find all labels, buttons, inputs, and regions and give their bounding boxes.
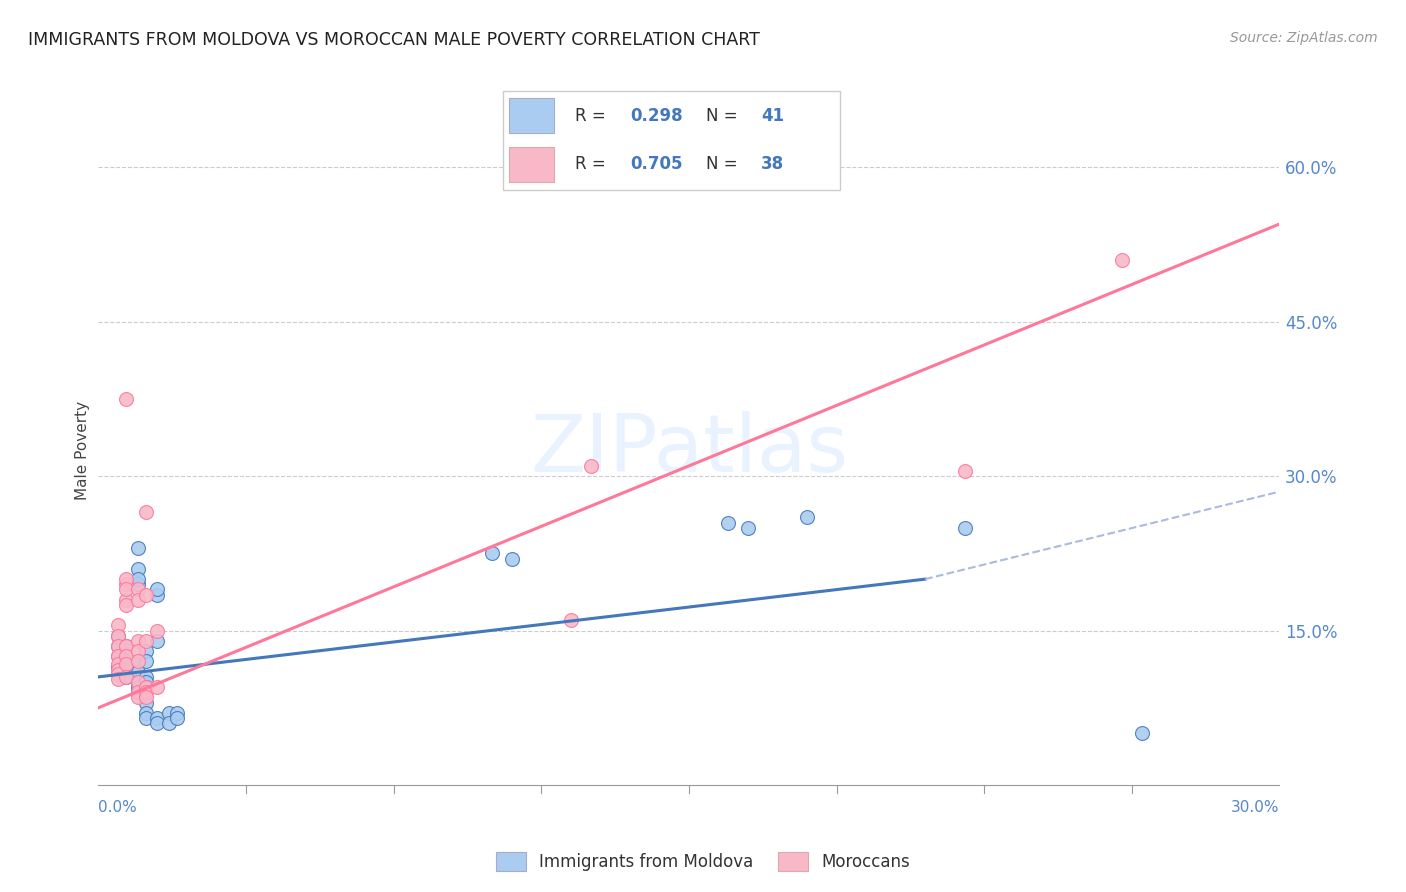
Point: [107, 639, 129, 653]
Point: [127, 680, 149, 694]
Point: [166, 706, 188, 720]
Point: [115, 657, 138, 671]
Point: [127, 592, 149, 607]
Point: [135, 680, 157, 694]
Text: N =: N =: [706, 155, 742, 173]
Point: [115, 639, 138, 653]
Point: [146, 716, 169, 731]
Point: [135, 685, 157, 699]
Point: [115, 392, 138, 406]
Point: [127, 690, 149, 705]
Point: [481, 546, 503, 560]
Point: [157, 716, 180, 731]
Point: [107, 649, 129, 664]
Point: [107, 657, 129, 671]
Point: [135, 690, 157, 705]
Point: [1111, 253, 1133, 268]
Point: [135, 505, 157, 519]
Text: Source: ZipAtlas.com: Source: ZipAtlas.com: [1230, 31, 1378, 45]
Point: [115, 670, 138, 684]
Point: [135, 633, 157, 648]
Text: 41: 41: [761, 107, 785, 125]
Point: [135, 588, 157, 602]
FancyBboxPatch shape: [502, 91, 841, 190]
Text: 30.0%: 30.0%: [1232, 800, 1279, 814]
Text: 0.298: 0.298: [630, 107, 683, 125]
Point: [127, 644, 149, 658]
Point: [796, 510, 818, 524]
Point: [146, 582, 169, 597]
Point: [135, 655, 157, 669]
Point: [115, 639, 138, 653]
Point: [166, 711, 188, 725]
Text: R =: R =: [575, 155, 612, 173]
Point: [157, 706, 180, 720]
Point: [135, 696, 157, 710]
Point: [127, 562, 149, 576]
Point: [127, 675, 149, 690]
Point: [107, 659, 129, 673]
Point: [135, 680, 157, 694]
FancyBboxPatch shape: [509, 98, 554, 133]
Point: [127, 675, 149, 690]
Point: [127, 633, 149, 648]
Point: [560, 613, 582, 627]
Point: [107, 649, 129, 664]
Point: [501, 551, 523, 566]
Point: [115, 592, 138, 607]
Point: [146, 711, 169, 725]
Point: [146, 633, 169, 648]
Text: ZIPatlas: ZIPatlas: [530, 411, 848, 490]
FancyBboxPatch shape: [509, 146, 554, 181]
Point: [146, 588, 169, 602]
Point: [146, 624, 169, 638]
Text: IMMIGRANTS FROM MOLDOVA VS MOROCCAN MALE POVERTY CORRELATION CHART: IMMIGRANTS FROM MOLDOVA VS MOROCCAN MALE…: [28, 31, 761, 49]
Text: 38: 38: [761, 155, 785, 173]
Point: [135, 670, 157, 684]
Point: [127, 572, 149, 586]
Text: R =: R =: [575, 107, 612, 125]
Point: [127, 685, 149, 699]
Point: [107, 629, 129, 643]
Point: [737, 521, 759, 535]
Point: [107, 663, 129, 677]
Point: [107, 618, 129, 632]
Point: [127, 655, 149, 669]
Point: [107, 629, 129, 643]
Point: [115, 670, 138, 684]
Point: [115, 649, 138, 664]
Point: [115, 577, 138, 591]
Point: [135, 675, 157, 690]
Text: 0.705: 0.705: [630, 155, 682, 173]
Point: [1130, 726, 1153, 740]
Point: [115, 572, 138, 586]
Point: [135, 644, 157, 658]
Y-axis label: Male Poverty: Male Poverty: [75, 401, 90, 500]
Point: [953, 464, 976, 478]
Point: [115, 659, 138, 673]
Point: [717, 516, 740, 530]
Point: [127, 582, 149, 597]
Point: [107, 672, 129, 686]
Point: [146, 680, 169, 694]
Text: N =: N =: [706, 107, 742, 125]
Legend: Immigrants from Moldova, Moroccans: Immigrants from Moldova, Moroccans: [488, 843, 918, 880]
Point: [127, 685, 149, 699]
Point: [107, 666, 129, 681]
Point: [115, 655, 138, 669]
Point: [127, 655, 149, 669]
Point: [115, 598, 138, 612]
Point: [127, 541, 149, 556]
Point: [115, 582, 138, 597]
Point: [135, 706, 157, 720]
Point: [127, 665, 149, 679]
Point: [579, 458, 602, 473]
Point: [135, 711, 157, 725]
Point: [127, 577, 149, 591]
Point: [953, 521, 976, 535]
Text: 0.0%: 0.0%: [98, 800, 138, 814]
Point: [107, 639, 129, 653]
